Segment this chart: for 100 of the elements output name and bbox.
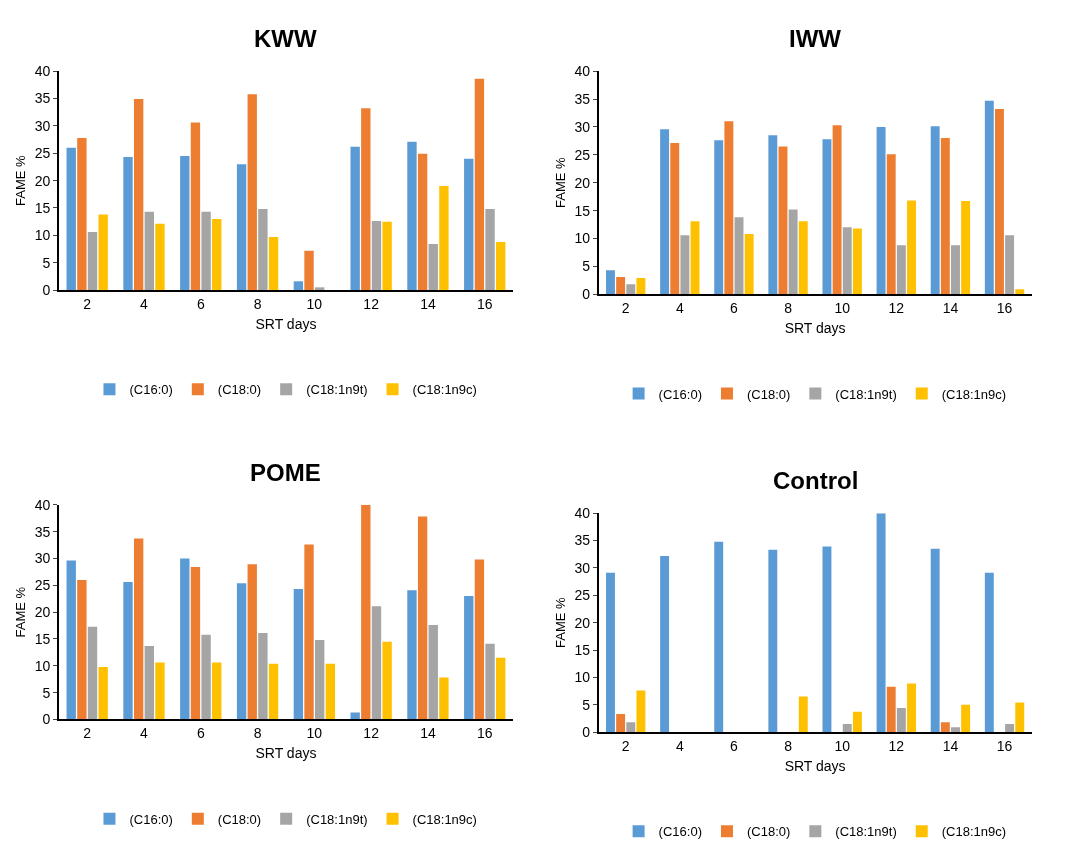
bar: [606, 270, 615, 295]
y-tick-label: 15: [574, 202, 591, 219]
legend-label: (C16:0): [129, 811, 173, 827]
bar: [822, 139, 832, 295]
y-tick-label: 20: [574, 614, 591, 631]
y-tick-label: 20: [34, 604, 51, 621]
bar: [212, 218, 222, 291]
bar: [788, 209, 798, 295]
legend-label: (C18:1n9c): [941, 824, 1007, 840]
chart-title: Control: [773, 467, 859, 494]
y-tick-label: 25: [34, 577, 51, 594]
x-axis-title: SRT days: [784, 757, 846, 774]
y-tick-label: 35: [574, 532, 591, 549]
bar: [690, 221, 700, 295]
bar: [798, 221, 808, 295]
bar: [930, 548, 940, 733]
y-tick-label: 25: [574, 587, 591, 604]
bar: [314, 287, 325, 291]
bar: [886, 154, 896, 295]
bar: [670, 143, 680, 295]
y-tick-label: 5: [42, 254, 51, 271]
y-tick-label: 40: [34, 496, 51, 513]
x-tick-label: 8: [253, 725, 262, 742]
bar: [87, 626, 98, 720]
bar: [714, 140, 724, 295]
chart-title: IWW: [789, 25, 842, 52]
x-tick-label: 12: [888, 300, 905, 317]
legend-label: (C18:0): [217, 382, 262, 398]
bar: [606, 572, 615, 733]
bar: [144, 211, 154, 291]
legend-label: (C16:0): [658, 824, 702, 840]
y-tick-label: 35: [34, 90, 51, 107]
x-tick-label: 2: [83, 725, 92, 742]
bar: [778, 146, 788, 295]
y-axis-title: FAME %: [13, 154, 29, 206]
bar: [361, 504, 371, 720]
bar: [1015, 289, 1025, 295]
bar: [201, 211, 211, 291]
bar: [98, 214, 108, 291]
legend-label: (C16:0): [658, 386, 702, 402]
y-tick-label: 10: [34, 227, 51, 244]
bar: [407, 141, 417, 291]
legend-label: (C18:1n9c): [941, 386, 1007, 402]
x-tick-label: 10: [306, 295, 323, 312]
legend-label: (C18:0): [217, 811, 262, 827]
bar: [98, 666, 108, 720]
x-tick-label: 6: [730, 300, 739, 317]
x-tick-label: 14: [420, 725, 436, 742]
bar: [626, 284, 636, 295]
bar: [496, 657, 506, 720]
x-tick-label: 16: [476, 295, 493, 312]
bar: [842, 723, 852, 733]
legend-label: (C18:1n9c): [412, 382, 477, 398]
bar: [822, 546, 832, 733]
bar: [896, 708, 906, 733]
y-tick-label: 5: [582, 258, 591, 275]
x-tick-label: 4: [140, 725, 149, 742]
y-tick-label: 40: [34, 63, 51, 80]
bar: [626, 722, 636, 733]
x-tick-label: 14: [420, 295, 436, 312]
bar: [236, 583, 247, 720]
bar: [304, 250, 314, 291]
bar: [133, 538, 144, 720]
y-tick-label: 25: [574, 146, 591, 163]
x-tick-label: 16: [476, 725, 493, 742]
bar: [832, 125, 842, 295]
bar: [768, 549, 778, 733]
bar: [886, 686, 896, 733]
bar: [258, 633, 268, 720]
y-axis-title: FAME %: [552, 157, 568, 208]
bar: [268, 236, 279, 291]
y-tick-label: 0: [42, 711, 51, 728]
legend-label: (C18:1n9c): [412, 811, 477, 827]
bar: [660, 129, 670, 295]
x-tick-label: 8: [253, 295, 262, 312]
bar: [314, 640, 325, 720]
bar: [464, 596, 474, 720]
bar: [371, 221, 382, 291]
bar: [876, 126, 886, 295]
y-tick-label: 30: [574, 118, 591, 135]
y-tick-label: 40: [574, 505, 591, 522]
bar: [144, 645, 154, 720]
x-tick-label: 4: [140, 295, 149, 312]
bar: [616, 714, 626, 733]
bar: [907, 200, 916, 295]
bar: [304, 544, 314, 720]
legend-label: (C18:1n9t): [835, 824, 897, 840]
bar: [994, 109, 1004, 295]
bar: [951, 727, 960, 733]
x-tick-label: 12: [888, 737, 905, 754]
bar: [961, 201, 971, 295]
bar: [724, 121, 734, 295]
x-tick-label: 10: [834, 737, 851, 754]
bar: [123, 157, 133, 291]
y-tick-label: 10: [34, 657, 51, 674]
x-tick-label: 2: [621, 300, 630, 317]
bar: [907, 683, 916, 733]
bar: [350, 146, 360, 291]
x-tick-label: 14: [942, 300, 959, 317]
x-tick-label: 8: [784, 300, 793, 317]
